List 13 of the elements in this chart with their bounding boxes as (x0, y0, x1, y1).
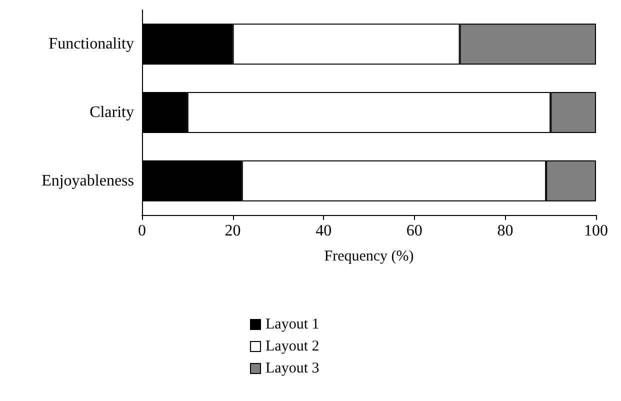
x-tick-label: 60 (406, 222, 422, 240)
legend-label: Layout 2 (266, 338, 320, 354)
x-tick-label: 100 (584, 222, 608, 240)
x-tick-label: 0 (138, 222, 146, 240)
legend-label: Layout 1 (266, 316, 320, 332)
y-tick-label: Clarity (90, 104, 134, 121)
y-tick-label: Enjoyableness (42, 172, 134, 190)
x-tick-label: 80 (497, 222, 514, 240)
x-axis-title: Frequency (%) (324, 248, 414, 264)
y-tick-label: Functionality (48, 36, 134, 53)
legend-label: Layout 3 (266, 360, 320, 376)
x-tick-label: 40 (316, 222, 332, 240)
x-tick-label: 20 (224, 222, 241, 240)
